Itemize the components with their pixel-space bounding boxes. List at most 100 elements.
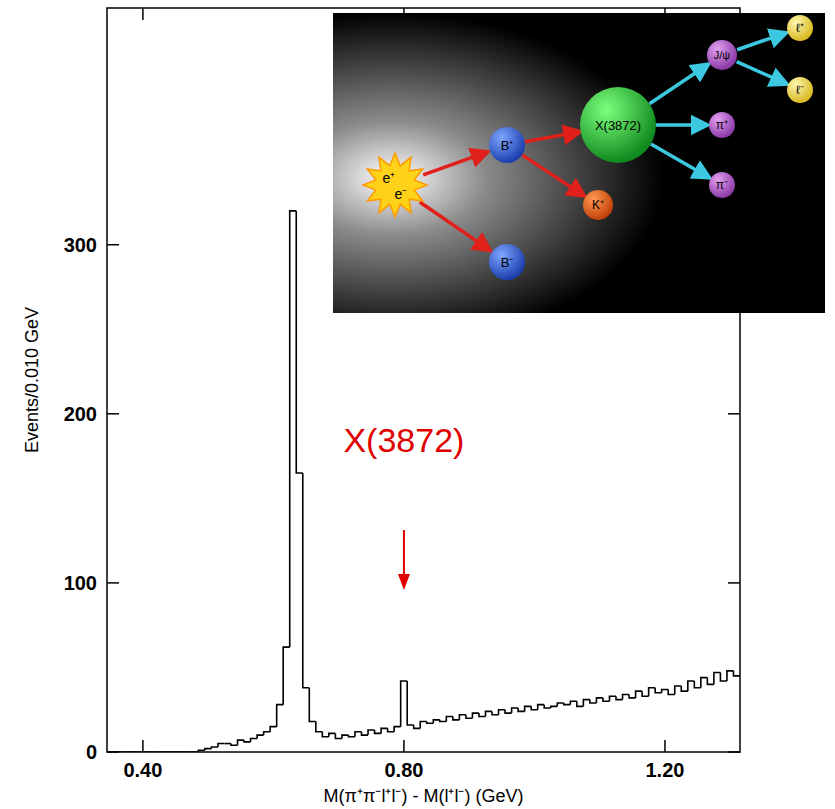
- histogram-bin: [283, 647, 290, 704]
- x-tick: [142, 740, 144, 752]
- inset-label: X(3872): [595, 118, 641, 133]
- histogram-bin: [381, 728, 388, 733]
- histogram-bin: [681, 686, 688, 691]
- inset-arrow: [656, 123, 708, 127]
- histogram-bin: [388, 728, 395, 731]
- inset-arrow: [423, 152, 488, 175]
- histogram-bin: [231, 744, 238, 746]
- histogram-bin: [427, 722, 434, 724]
- histogram-bin: [335, 733, 342, 738]
- histogram-bin: [609, 696, 616, 701]
- inset-arrow: [522, 155, 585, 196]
- inset-label: ℓ⁻: [796, 83, 804, 97]
- annotation: X(3872): [343, 421, 464, 459]
- annotation-arrow: [403, 530, 405, 578]
- histogram-bin: [446, 716, 453, 721]
- inset-node: [787, 15, 813, 41]
- histogram-bin: [596, 698, 603, 703]
- histogram-bin: [414, 725, 421, 728]
- inset-arrow: [525, 132, 581, 142]
- histogram-bin: [472, 713, 479, 718]
- histogram-bin: [655, 688, 662, 693]
- histogram-bin: [348, 735, 355, 737]
- inset-background: [333, 13, 825, 313]
- histogram-bin: [636, 691, 643, 698]
- histogram-bin: [675, 686, 682, 694]
- histogram-bin: [733, 671, 740, 676]
- histogram-bin: [649, 688, 656, 696]
- x-tick: [403, 740, 405, 752]
- x-tick-label: 0.40: [123, 759, 162, 781]
- histogram-bin: [244, 740, 251, 742]
- histogram-bin: [459, 715, 466, 720]
- x-tick: [664, 740, 666, 752]
- histogram-bin: [531, 706, 538, 709]
- y-tick: [728, 582, 740, 584]
- histogram-bin: [433, 720, 440, 723]
- histogram-bin: [518, 708, 525, 711]
- inset-label: π⁺: [716, 118, 728, 132]
- histogram-bin: [538, 705, 545, 710]
- histogram-bin: [270, 727, 277, 732]
- inset-node: [580, 87, 656, 163]
- histogram-bin: [623, 695, 630, 700]
- x-axis-title: M(π⁺π⁻l⁺l⁻) - M(l⁺l⁻) (GeV): [324, 786, 524, 806]
- histogram-bin: [375, 730, 382, 733]
- y-tick-label: 100: [64, 572, 97, 594]
- inset-node: [489, 244, 525, 280]
- histogram-bin: [603, 698, 610, 701]
- histogram-bin: [342, 735, 349, 738]
- histogram-bin: [277, 705, 284, 727]
- histogram-bin: [564, 703, 571, 705]
- histogram-bin: [505, 710, 512, 713]
- y-tick-label: 300: [64, 234, 97, 256]
- y-tick: [107, 751, 119, 753]
- histogram-bin: [218, 744, 225, 747]
- histogram-bin: [701, 678, 708, 688]
- histogram-bin: [401, 681, 408, 727]
- chart: 01002003000.400.801.20M(π⁺π⁻l⁺l⁻) - M(l⁺…: [0, 0, 835, 809]
- histogram-bin: [205, 749, 212, 751]
- histogram-bin: [570, 701, 577, 704]
- histogram-bin: [525, 706, 532, 711]
- inset-node: [583, 190, 613, 220]
- histogram-bin: [512, 708, 519, 713]
- y-tick-label: 200: [64, 403, 97, 425]
- histogram-bin: [492, 711, 499, 714]
- histogram-bin: [316, 722, 323, 732]
- histogram-bin: [224, 743, 231, 745]
- histogram-bin: [303, 473, 310, 688]
- histogram-bin: [290, 211, 297, 647]
- y-tick: [107, 244, 119, 246]
- histogram-bin: [662, 689, 669, 692]
- histogram-bin: [642, 691, 649, 696]
- y-tick: [107, 582, 119, 584]
- histogram-bin: [211, 747, 218, 749]
- y-tick: [107, 413, 119, 415]
- inset-node: [707, 40, 737, 70]
- inset-label: B⁺: [501, 138, 514, 153]
- histogram-bin: [440, 720, 447, 722]
- histogram-bin: [499, 710, 506, 715]
- histogram-bin: [688, 681, 695, 691]
- histogram-bin: [629, 695, 636, 698]
- inset-label: e⁻: [395, 186, 408, 202]
- x-tick: [142, 8, 144, 20]
- histogram-bin: [251, 738, 258, 741]
- x-tick-label: 0.80: [384, 759, 423, 781]
- y-tick: [728, 751, 740, 753]
- histogram-bin: [694, 681, 701, 688]
- histogram-bin: [668, 689, 675, 694]
- inset-label: e⁺: [383, 170, 396, 186]
- inset-arrow: [737, 33, 787, 50]
- histogram-bin: [362, 732, 369, 735]
- histogram-bin: [557, 703, 564, 706]
- inset-node: [489, 127, 525, 163]
- x-tick-label: 1.20: [645, 759, 684, 781]
- y-tick: [728, 413, 740, 415]
- histogram-bin: [296, 211, 303, 473]
- inset-arrow: [420, 202, 491, 251]
- histogram-bin: [355, 732, 362, 737]
- inset-label: K⁺: [592, 198, 604, 212]
- histogram-bin: [485, 711, 492, 716]
